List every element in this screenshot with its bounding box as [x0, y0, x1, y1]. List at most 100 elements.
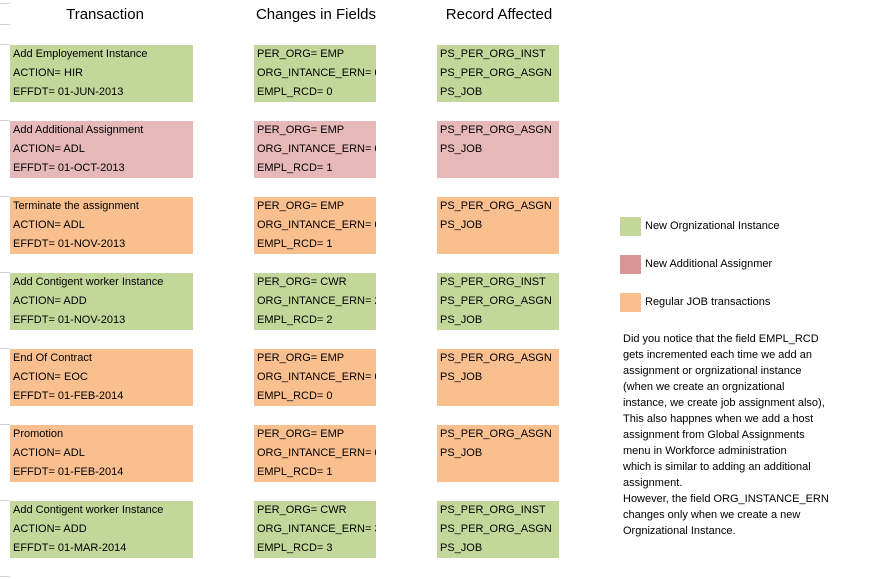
- change-per-org: PER_ORG= EMP: [257, 200, 345, 212]
- note-line: However, the field ORG_INSTANCE_ERN: [623, 493, 829, 505]
- record-item: [440, 159, 559, 178]
- record-item: PS_JOB: [440, 86, 483, 98]
- legend-swatch-regular: [620, 293, 641, 312]
- record-item: PS_PER_ORG_ASGN: [440, 352, 552, 364]
- transaction-effdt: EFFDT= 01-JUN-2013: [13, 86, 124, 98]
- transaction-name: Add Employement Instance: [13, 48, 148, 60]
- transaction-name: Promotion: [13, 428, 64, 440]
- records-cell[interactable]: PS_PER_ORG_ASGN PS_JOB: [437, 121, 559, 178]
- transaction-effdt: EFFDT= 01-FEB-2014: [13, 390, 124, 402]
- record-item: PS_PER_ORG_INST: [440, 276, 546, 288]
- record-item: PS_JOB: [440, 314, 483, 326]
- change-empl-rcd: EMPL_RCD= 0: [257, 390, 333, 402]
- change-org-instance: ORG_INTANCE_ERN= 0: [257, 143, 376, 155]
- note-line: gets incremented each time we add an: [623, 349, 812, 361]
- explanation-note: Did you notice that the field EMPL_RCD g…: [623, 331, 859, 539]
- transaction-cell[interactable]: End Of Contract ACTION= EOC EFFDT= 01-FE…: [10, 349, 193, 406]
- note-line: changes only when we create a new: [623, 509, 801, 521]
- note-line: Orgnizational Instance.: [623, 525, 736, 537]
- record-item: PS_PER_ORG_INST: [440, 48, 546, 60]
- change-org-instance: ORG_INTANCE_ERN= 0: [257, 219, 376, 231]
- note-line: menu in Workforce administration: [623, 445, 787, 457]
- record-item: PS_JOB: [440, 371, 483, 383]
- record-item: [440, 463, 559, 482]
- transaction-cell[interactable]: Add Contigent worker Instance ACTION= AD…: [10, 273, 193, 330]
- transaction-action: ACTION= ADD: [13, 295, 87, 307]
- transaction-action: ACTION= EOC: [13, 371, 88, 383]
- change-org-instance: ORG_INTANCE_ERN= 2: [257, 295, 376, 307]
- changes-cell[interactable]: PER_ORG= EMP ORG_INTANCE_ERN= 0 EMPL_RCD…: [254, 197, 376, 254]
- records-cell[interactable]: PS_PER_ORG_ASGN PS_JOB: [437, 197, 559, 254]
- change-org-instance: ORG_INTANCE_ERN= 3: [257, 523, 376, 535]
- changes-cell[interactable]: PER_ORG= EMP ORG_INTANCE_ERN= 0 EMPL_RCD…: [254, 349, 376, 406]
- change-org-instance: ORG_INTANCE_ERN= 0: [257, 447, 376, 459]
- record-item: PS_PER_ORG_ASGN: [440, 67, 552, 79]
- transaction-cell[interactable]: Add Employement Instance ACTION= HIR EFF…: [10, 45, 193, 102]
- change-empl-rcd: EMPL_RCD= 2: [257, 314, 333, 326]
- change-per-org: PER_ORG= EMP: [257, 352, 345, 364]
- changes-cell[interactable]: PER_ORG= CWR ORG_INTANCE_ERN= 2 EMPL_RCD…: [254, 273, 376, 330]
- record-item: PS_JOB: [440, 143, 483, 155]
- record-item: PS_JOB: [440, 447, 483, 459]
- transaction-effdt: EFFDT= 01-NOV-2013: [13, 238, 126, 250]
- record-item: PS_PER_ORG_ASGN: [440, 295, 552, 307]
- note-line: assignment from Global Assignments: [623, 429, 805, 441]
- change-empl-rcd: EMPL_RCD= 1: [257, 162, 333, 174]
- records-cell[interactable]: PS_PER_ORG_INST PS_PER_ORG_ASGN PS_JOB: [437, 45, 559, 102]
- transaction-action: ACTION= ADL: [13, 447, 85, 459]
- transaction-effdt: EFFDT= 01-MAR-2014: [13, 542, 127, 554]
- legend-label-new-assignment: New Additional Assignmer: [645, 258, 773, 270]
- record-item: [440, 387, 559, 406]
- transaction-cell[interactable]: Add Additional Assignment ACTION= ADL EF…: [10, 121, 193, 178]
- records-cell[interactable]: PS_PER_ORG_ASGN PS_JOB: [437, 349, 559, 406]
- change-org-instance: ORG_INTANCE_ERN= 0: [257, 67, 376, 79]
- change-per-org: PER_ORG= EMP: [257, 124, 345, 136]
- change-empl-rcd: EMPL_RCD= 1: [257, 238, 333, 250]
- legend-swatch-new-assignment: [620, 255, 641, 274]
- legend-swatch-new-org: [620, 217, 641, 236]
- changes-cell[interactable]: PER_ORG= EMP ORG_INTANCE_ERN= 0 EMPL_RCD…: [254, 45, 376, 102]
- record-item: PS_PER_ORG_ASGN: [440, 523, 552, 535]
- record-item: PS_PER_ORG_ASGN: [440, 428, 552, 440]
- change-empl-rcd: EMPL_RCD= 3: [257, 542, 333, 554]
- change-per-org: PER_ORG= CWR: [257, 276, 347, 288]
- transaction-cell[interactable]: Add Contigent worker Instance ACTION= AD…: [10, 501, 193, 558]
- transaction-effdt: EFFDT= 01-FEB-2014: [13, 466, 124, 478]
- note-line: This also happnes when we add a host: [623, 413, 814, 425]
- records-cell[interactable]: PS_PER_ORG_ASGN PS_JOB: [437, 425, 559, 482]
- change-per-org: PER_ORG= CWR: [257, 504, 347, 516]
- transaction-action: ACTION= HIR: [13, 67, 83, 79]
- note-line: Did you notice that the field EMPL_RCD: [623, 333, 819, 345]
- changes-cell[interactable]: PER_ORG= EMP ORG_INTANCE_ERN= 0 EMPL_RCD…: [254, 425, 376, 482]
- header-records: Record Affected: [445, 6, 553, 23]
- change-per-org: PER_ORG= EMP: [257, 48, 345, 60]
- record-item: PS_PER_ORG_ASGN: [440, 124, 552, 136]
- note-line: which is similar to adding an additional: [623, 461, 811, 473]
- transaction-action: ACTION= ADL: [13, 143, 85, 155]
- header-changes: Changes in Fields: [255, 6, 377, 23]
- transaction-name: Add Contigent worker Instance: [13, 276, 164, 288]
- note-line: assignment or orgnizational instance: [623, 365, 802, 377]
- note-line: instance, we create job assignment also)…: [623, 397, 825, 409]
- transaction-cell[interactable]: Promotion ACTION= ADL EFFDT= 01-FEB-2014: [10, 425, 193, 482]
- record-item: PS_PER_ORG_ASGN: [440, 200, 552, 212]
- legend-label-regular: Regular JOB transactions: [645, 296, 771, 308]
- transaction-action: ACTION= ADL: [13, 219, 85, 231]
- transaction-name: Add Additional Assignment: [13, 124, 144, 136]
- transaction-name: Terminate the assignment: [13, 200, 139, 212]
- header-transaction: Transaction: [66, 6, 144, 23]
- change-per-org: PER_ORG= EMP: [257, 428, 345, 440]
- transaction-action: ACTION= ADD: [13, 523, 87, 535]
- records-cell[interactable]: PS_PER_ORG_INST PS_PER_ORG_ASGN PS_JOB: [437, 273, 559, 330]
- transaction-name: Add Contigent worker Instance: [13, 504, 164, 516]
- note-line: assignment.: [623, 477, 683, 489]
- changes-cell[interactable]: PER_ORG= EMP ORG_INTANCE_ERN= 0 EMPL_RCD…: [254, 121, 376, 178]
- records-cell[interactable]: PS_PER_ORG_INST PS_PER_ORG_ASGN PS_JOB: [437, 501, 559, 558]
- transaction-effdt: EFFDT= 01-OCT-2013: [13, 162, 125, 174]
- legend-label-new-org: New Orgnizational Instance: [645, 220, 780, 232]
- transaction-cell[interactable]: Terminate the assignment ACTION= ADL EFF…: [10, 197, 193, 254]
- note-line: (when we create an orgnizational: [623, 381, 785, 393]
- record-item: PS_JOB: [440, 219, 483, 231]
- changes-cell[interactable]: PER_ORG= CWR ORG_INTANCE_ERN= 3 EMPL_RCD…: [254, 501, 376, 558]
- change-empl-rcd: EMPL_RCD= 1: [257, 466, 333, 478]
